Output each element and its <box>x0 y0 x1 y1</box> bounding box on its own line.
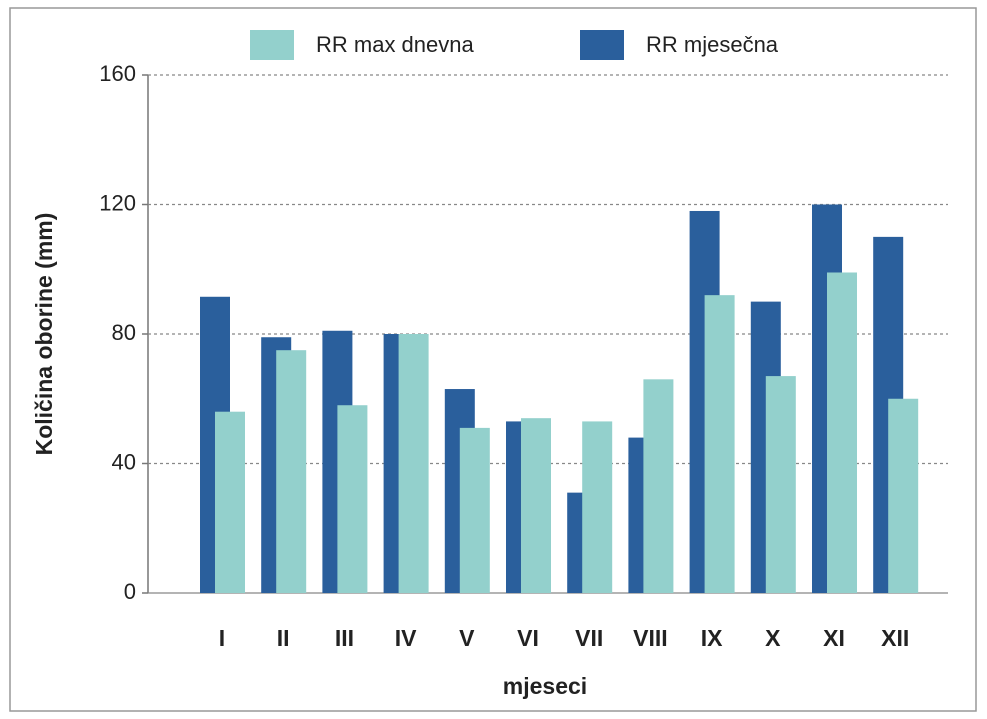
x-tick-label: XII <box>881 625 909 651</box>
bar <box>765 376 796 593</box>
y-tick-label: 160 <box>99 61 136 86</box>
x-tick-label: VIII <box>633 625 668 651</box>
bar <box>398 334 429 593</box>
legend-swatch <box>250 30 294 60</box>
bar <box>276 350 307 593</box>
legend-label: RR max dnevna <box>316 32 475 57</box>
bar <box>215 411 245 593</box>
x-tick-label: III <box>335 625 354 651</box>
x-tick-label: XI <box>823 625 845 651</box>
legend-label: RR mjesečna <box>646 32 779 57</box>
y-tick-label: 0 <box>124 579 136 604</box>
x-tick-label: V <box>459 625 475 651</box>
bar <box>337 405 368 593</box>
x-tick-label: IV <box>395 625 417 651</box>
bar <box>521 418 551 593</box>
y-tick-label: 120 <box>99 190 136 215</box>
x-axis-label: mjeseci <box>503 673 587 699</box>
x-tick-label: II <box>277 625 290 651</box>
x-tick-label: VI <box>517 625 539 651</box>
bar <box>704 295 735 593</box>
x-tick-label: I <box>219 625 225 651</box>
bar <box>888 398 919 593</box>
y-tick-label: 80 <box>112 320 136 345</box>
x-tick-label: VII <box>575 625 603 651</box>
x-tick-label: IX <box>701 625 723 651</box>
x-tick-label: X <box>765 625 781 651</box>
y-tick-label: 40 <box>112 449 136 474</box>
bar <box>582 421 613 593</box>
bar <box>459 427 490 593</box>
legend-swatch <box>580 30 624 60</box>
bar <box>827 272 857 593</box>
y-axis-label: Količina oborine (mm) <box>31 213 57 456</box>
bar <box>643 379 674 593</box>
